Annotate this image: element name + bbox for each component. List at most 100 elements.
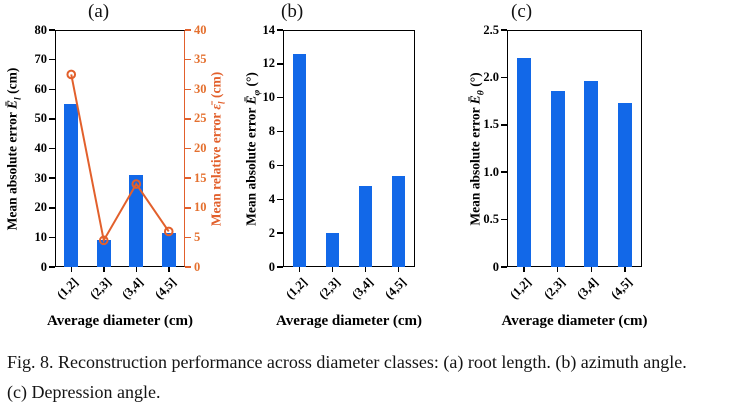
y-tick [501,76,507,79]
y-tick [49,177,55,179]
x-tick [624,267,626,272]
y-tick-label: 14 [262,22,276,37]
y-tick-label: 6 [268,157,275,172]
plot-area-a [55,30,185,267]
y-tick-right [185,266,191,268]
y-tick-label: 0 [492,259,499,274]
y-tick [49,236,55,239]
line-point-marker [98,235,109,246]
y-tick-right [185,147,191,150]
y-tick-label: 2.0 [483,69,499,84]
y-tick-label: 0.5 [483,212,499,227]
y-tick [277,96,283,99]
y-tick [49,88,55,90]
line-point-marker [131,179,142,189]
y-tick [49,266,55,268]
y-tick [277,29,283,31]
bar [64,104,79,267]
y-tick-label-right: 30 [194,81,207,96]
y-tick-right [185,118,191,120]
y-tick-label: 30 [34,170,48,185]
chart-panel-c: (c) Mean absolute error Ēθ (°) Average … [468,1,648,329]
y-tick-label-right: 25 [194,111,207,126]
y-tick [49,118,55,120]
y-tick [501,171,507,173]
x-tick [556,267,559,272]
y-tick-label: 4 [268,191,275,206]
y-tick-label: 20 [34,200,48,215]
y-tick [277,130,283,133]
y-tick-label: 40 [34,141,48,155]
x-axis-label-a: Average diameter (cm) [46,313,194,329]
y-tick-label: 1.0 [483,164,499,179]
y-tick-label: 2 [268,225,275,240]
x-tick [168,267,170,272]
y-tick-label-right: 35 [194,52,207,67]
y-tick-right [185,58,191,61]
y-tick-label-right: 5 [194,229,201,244]
panel-label-a: (a) [88,1,110,22]
y-axis-label-left-c: Mean absolute error Ēθ (°) [467,71,487,226]
bar [550,90,565,267]
y-tick [277,266,283,268]
panel-label-b: (b) [281,1,304,22]
y-tick-label: 8 [268,124,275,139]
chart-panel-b: (b) Mean absolute error Ēφ (°) Average … [244,1,422,329]
plot-area-c [507,30,642,267]
chart-panel-a: (a) Mean absolute error Ēl (cm) Mean re… [5,1,228,329]
y-tick [277,164,283,167]
y-tick-label: 0 [268,259,275,274]
bar [161,232,176,267]
x-tick [397,267,400,272]
y-tick-label: 50 [34,111,48,126]
line-point-marker [66,69,77,80]
bar [584,81,599,267]
y-tick-label: 1.5 [483,117,499,132]
x-tick [298,267,301,272]
y-tick-label-right: 40 [194,22,207,37]
y-tick-right [185,88,191,90]
bar [96,240,111,267]
x-tick [70,267,72,272]
y-tick [49,147,55,150]
y-tick [277,63,283,65]
y-tick [501,218,507,221]
y-tick-right [185,207,191,209]
y-tick-right [185,177,191,179]
y-tick-label-right: 15 [194,170,207,185]
y-tick-label: 2.5 [483,22,499,37]
bar [129,175,144,267]
y-tick-right [185,29,191,31]
y-tick-label: 12 [262,56,276,71]
x-axis-label-c: Average diameter (cm) [501,313,648,329]
line-series [66,69,174,246]
plot-area-b [283,30,415,267]
y-tick [277,198,283,201]
y-tick-right [185,236,191,239]
y-tick [49,58,55,61]
x-tick [331,267,334,272]
y-tick-label: 70 [34,52,48,67]
bar [618,103,633,267]
bar [358,185,373,267]
y-tick-label-right: 0 [194,259,201,274]
x-axis-label-b: Average diameter (cm) [275,313,423,329]
x-tick [590,267,593,272]
x-tick [364,267,367,272]
y-tick [501,266,507,268]
x-tick [135,267,137,272]
y-tick [49,29,55,31]
y-tick-label-right: 10 [194,200,207,215]
bar [516,58,531,267]
x-tick [103,267,105,272]
y-tick-label: 10 [262,90,276,105]
y-tick-label-right: 20 [194,141,207,155]
y-tick-label: 60 [34,81,48,96]
line-point-marker [163,226,174,237]
y-tick-label: 0 [40,259,47,274]
y-tick [49,207,55,209]
y-tick [277,232,283,234]
y-tick [501,124,507,126]
y-tick-label: 80 [34,22,48,37]
